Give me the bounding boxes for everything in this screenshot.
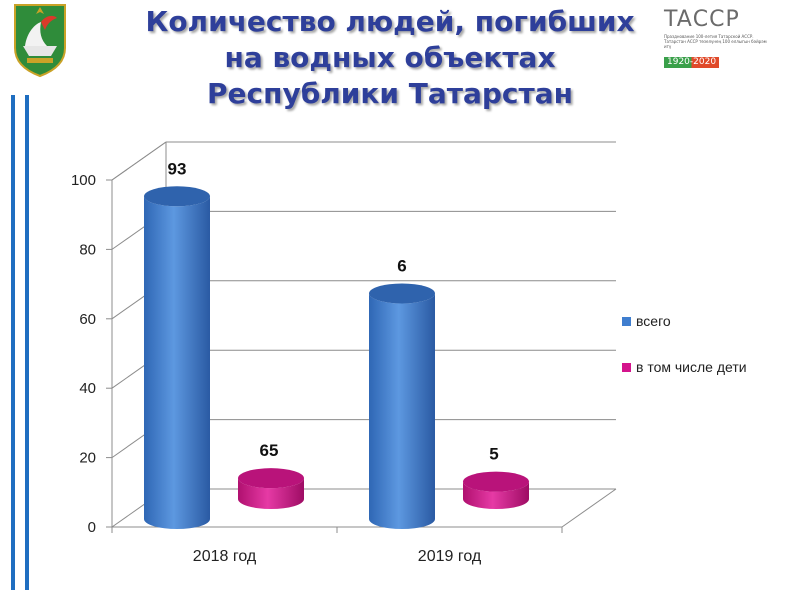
y-tick-label: 60	[79, 311, 96, 328]
left-stripe	[25, 95, 29, 590]
bar-total-0	[144, 196, 210, 530]
y-tick-label: 100	[71, 172, 96, 189]
left-stripe	[11, 95, 15, 590]
data-label-children-1: 5	[489, 445, 498, 464]
title-line-2: на водных объектах	[224, 41, 556, 74]
logo-text: TAССР	[664, 7, 740, 32]
data-label-total-1: 6	[397, 256, 406, 275]
page-title: Количество людей, погибших на водных объ…	[110, 4, 670, 112]
y-tick-label: 0	[88, 519, 96, 536]
legend-swatch-total	[622, 316, 631, 326]
legend-swatch-children	[622, 362, 631, 372]
x-tick-label: 2019 год	[418, 548, 482, 565]
legend-item-total: всего	[622, 313, 671, 329]
bar-top-total-1	[369, 283, 435, 304]
bar-children-0	[238, 478, 304, 509]
logo-years: 1920-2020	[664, 57, 720, 68]
data-label-children-0: 65	[260, 441, 279, 460]
legend-label-children: в том числе дети	[636, 359, 747, 375]
bar-total-1	[369, 293, 435, 529]
title-line-1: Количество людей, погибших	[145, 5, 635, 38]
y-tick-label: 20	[79, 450, 96, 467]
floor-edge	[561, 488, 617, 528]
bar-top-total-0	[144, 186, 210, 207]
x-tick-label: 2018 год	[193, 548, 257, 565]
bar-children-1	[463, 481, 529, 509]
gridline-diagonal	[111, 141, 167, 181]
y-tick-label: 80	[79, 241, 96, 258]
coat-of-arms-icon	[14, 4, 66, 78]
bar-top-children-0	[238, 468, 304, 489]
bar-top-children-1	[463, 471, 529, 492]
legend-label-total: всего	[636, 313, 671, 329]
data-label-total-0: 93	[168, 159, 187, 178]
tassr-anniversary-logo: TAССР Празднование 100-летия Татарской А…	[664, 8, 788, 68]
logo-caption: Празднование 100-летия Татарской АССР. Т…	[664, 34, 767, 49]
y-tick-label: 40	[79, 380, 96, 397]
legend-item-children: в том числе дети	[622, 359, 747, 375]
title-line-3: Республики Татарстан	[207, 77, 573, 110]
